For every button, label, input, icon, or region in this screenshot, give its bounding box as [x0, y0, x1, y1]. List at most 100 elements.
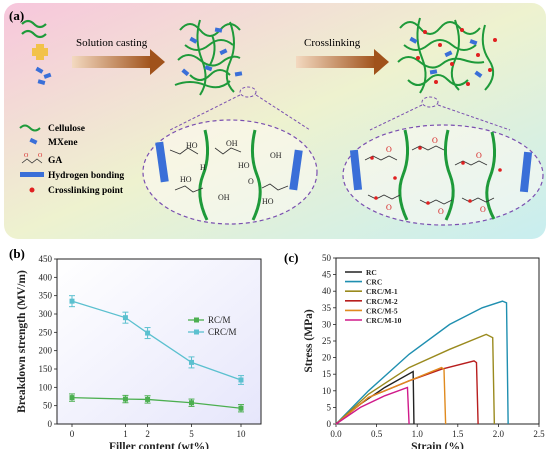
chem-label: OH [270, 151, 282, 160]
chem-label: O [248, 177, 254, 186]
x-tick-label: 0.0 [330, 429, 342, 439]
legend-label: RC/M [208, 315, 231, 325]
panel-a-label: (a) [9, 8, 24, 23]
x-tick-label: 2 [145, 429, 150, 439]
y-tick-label: 0 [48, 419, 53, 429]
legend-mxene: MXene [48, 138, 78, 148]
x-tick-label: 1.5 [452, 429, 464, 439]
data-point [238, 377, 244, 383]
y-tick-label: 300 [39, 309, 53, 319]
y-tick-label: 350 [39, 291, 53, 301]
chem-label: O [386, 145, 392, 154]
y-tick-label: 100 [39, 382, 53, 392]
chem-label: O [476, 151, 482, 160]
svg-text:O: O [24, 153, 29, 159]
chem-label: O [438, 207, 444, 216]
data-point [238, 405, 244, 411]
y-tick-label: 5 [327, 402, 332, 412]
x-axis-label: Filler content (wt%) [109, 441, 209, 449]
legend-marker [194, 317, 199, 323]
legend-label: CRC/M [208, 327, 237, 337]
legend-label: RC [366, 268, 377, 277]
y-tick-label: 50 [43, 401, 53, 411]
chem-label: OH [226, 139, 238, 148]
data-point [189, 400, 195, 406]
chem-label: HO [238, 161, 250, 170]
data-point [122, 315, 128, 321]
y-tick-label: 200 [39, 346, 53, 356]
legend-hydrogen-bonding: Hydrogen bonding [48, 171, 124, 181]
chem-label: O [432, 136, 438, 145]
crosslinked-network-icon [397, 17, 497, 94]
chart-c: 0 5 10 15 20 25 30 35 40 45 50 0.0 0.5 1.0 1.5 2.0 2.5 St… [303, 253, 545, 453]
chart-b-frame [56, 258, 262, 425]
y-tick-label: 50 [322, 253, 332, 263]
x-tick-label: 10 [237, 429, 247, 439]
ga-molecule-icon: O O [21, 153, 43, 164]
panel-a: (a) Solution casting [4, 3, 546, 239]
x-tick-label: 0 [70, 429, 75, 439]
data-point [122, 396, 128, 402]
cellulose-mxene-network-icon [174, 19, 243, 96]
chart-b: 0 50 100 150 200 250 300 350 400 450 0 1 2 5 10 Filler … [16, 254, 262, 453]
y-axis-label: Breakdown strength (MV/m) [16, 270, 28, 413]
series-line [335, 300, 509, 425]
panel-c: (c) 0 5 10 15 20 25 30 35 40 45 50 0.0 0.5 1.0 1.5 2.0 2… [284, 250, 545, 453]
legend-label: CRC/M-5 [366, 306, 398, 315]
x-tick-label: 0.5 [371, 429, 383, 439]
solution-casting-arrow [72, 49, 165, 75]
x-tick-label: 2.5 [533, 429, 545, 439]
legend-label: CRC/M-1 [366, 287, 398, 296]
chem-label: H [200, 163, 206, 172]
panel-c-label: (c) [284, 250, 298, 265]
data-point [145, 396, 151, 402]
y-tick-label: 45 [322, 270, 332, 280]
x-axis-label: Strain (%) [411, 441, 464, 449]
panel-a-legend: Cellulose MXene O O GA Hydrogen bonding … [19, 124, 124, 196]
chart-b-plot-area [57, 259, 261, 424]
legend-label: CRC/M-2 [366, 297, 398, 306]
chem-label: HO [180, 175, 192, 184]
y-axis-label: Stress (MPa) [303, 309, 315, 373]
series-line [335, 333, 496, 425]
y-tick-label: 0 [327, 419, 332, 429]
legend-cellulose: Cellulose [48, 124, 85, 134]
crosslinking-zoom: O O O O O O [342, 124, 544, 226]
legend-crosslinking-point: Crosslinking point [48, 186, 124, 196]
hydrogen-bonding-zoom: HO OH HO OH HO OH HO H O [142, 119, 318, 225]
chem-label: OH [218, 193, 230, 202]
y-tick-label: 30 [322, 319, 332, 329]
y-tick-label: 250 [39, 327, 53, 337]
x-tick-label: 1.0 [412, 429, 424, 439]
chem-label: O [386, 203, 392, 212]
series-line [335, 386, 410, 425]
y-tick-label: 400 [39, 272, 53, 282]
data-point [69, 395, 75, 401]
mxene-flakes-icon [35, 66, 52, 85]
y-tick-label: 25 [322, 336, 332, 346]
legend-marker [194, 329, 199, 335]
data-point [189, 359, 195, 365]
crosslink-point-icon [29, 187, 35, 193]
x-tick-label: 1 [123, 429, 128, 439]
data-point [145, 330, 151, 336]
step-crosslinking: Crosslinking [304, 37, 361, 49]
chem-label: HO [262, 197, 274, 206]
panel-b: (b) 0 50 100 150 200 250 300 350 400 450 0 1 2 5 10 Fil… [9, 246, 262, 453]
zoom-guides [169, 86, 511, 131]
mxene-flake-icon [29, 137, 38, 145]
y-tick-label: 10 [322, 386, 332, 396]
y-tick-label: 20 [322, 353, 332, 363]
x-tick-label: 5 [189, 429, 194, 439]
x-tick-label: 2.0 [493, 429, 505, 439]
legend-ga: GA [48, 156, 62, 166]
y-tick-label: 40 [322, 286, 332, 296]
step-solution-casting: Solution casting [76, 37, 148, 49]
series-line [335, 366, 447, 425]
y-tick-label: 150 [39, 364, 53, 374]
data-point [69, 298, 75, 304]
y-tick-label: 450 [39, 254, 53, 264]
crosslinking-arrow [296, 49, 389, 75]
hydrogen-bond-icon [20, 172, 44, 177]
